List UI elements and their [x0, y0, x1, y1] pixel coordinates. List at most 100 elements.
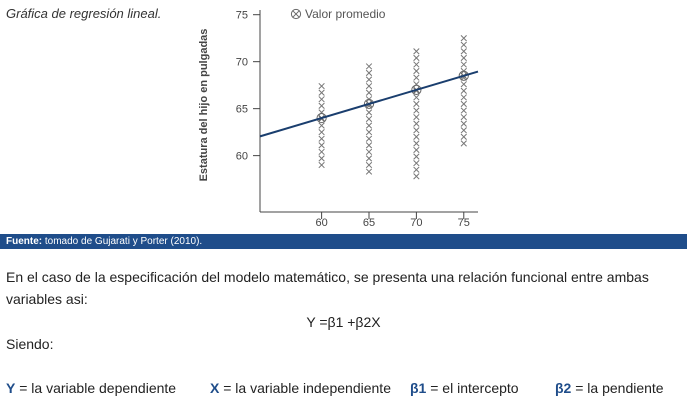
x-stroke: [292, 10, 300, 18]
data-point: [318, 96, 325, 103]
x-stroke: [460, 87, 467, 94]
data-point: [460, 54, 467, 62]
data-point: [365, 142, 373, 149]
y-tick-label: 60: [236, 151, 248, 163]
x-stroke: [318, 109, 325, 116]
x-stroke: [460, 100, 467, 108]
data-point: [413, 100, 420, 108]
data-point: [365, 161, 373, 169]
data-point: [413, 133, 420, 140]
symbol: β2: [555, 380, 572, 396]
x-tick-label: 70: [410, 217, 422, 229]
data-point: [413, 127, 420, 134]
marker-ring: [458, 70, 469, 81]
data-point: [365, 76, 373, 83]
definition-text: = la pendiente: [571, 380, 664, 396]
x-stroke: [460, 107, 467, 114]
data-point: [460, 61, 467, 68]
x-stroke: [460, 54, 467, 62]
x-stroke: [365, 168, 373, 175]
definition: β2 = la pendiente: [555, 380, 664, 396]
marker-ring: [316, 112, 327, 124]
marker-ring: [290, 8, 302, 20]
chart-title: Gráfica de regresión lineal.: [6, 6, 162, 21]
data-point: [460, 35, 467, 42]
data-point: [413, 107, 420, 114]
data-point: [460, 81, 467, 88]
paragraph: En el caso de la especificación del mode…: [6, 269, 649, 307]
x-stroke: [460, 41, 467, 48]
y-tick-label: 65: [236, 104, 248, 116]
data-point: [318, 135, 325, 142]
x-stroke: [365, 155, 373, 162]
x-stroke: [460, 140, 467, 147]
x-stroke: [365, 63, 373, 70]
definition-text: = la variable dependiente: [15, 380, 177, 396]
x-tick-label: 60: [315, 217, 327, 229]
x-stroke: [365, 122, 373, 129]
data-point: [318, 82, 325, 90]
x-stroke: [318, 122, 325, 129]
legend-marker: [290, 8, 302, 20]
data-point: [460, 87, 467, 94]
x-stroke: [318, 82, 325, 90]
data-point: [413, 54, 420, 62]
x-stroke: [413, 94, 420, 101]
x-stroke: [365, 109, 373, 116]
x-tick-label: 65: [363, 217, 375, 229]
data-point: [365, 168, 373, 175]
x-stroke: [460, 133, 467, 140]
data-point: [413, 120, 420, 127]
data-point: [318, 122, 325, 129]
x-stroke: [460, 61, 467, 68]
definition-text: = la variable independiente: [219, 380, 391, 396]
x-stroke: [365, 161, 373, 169]
x-stroke: [318, 102, 325, 109]
x-stroke: [460, 35, 467, 42]
data-point: [365, 69, 373, 77]
data-point: [413, 166, 420, 173]
data-point: [318, 161, 325, 169]
x-stroke: [413, 74, 420, 81]
x-stroke: [413, 166, 420, 173]
x-stroke: [318, 135, 325, 142]
x-stroke: [365, 135, 373, 142]
x-stroke: [413, 153, 420, 160]
source-text: tomado de Gujarati y Porter (2010).: [42, 236, 203, 247]
data-point: [318, 128, 325, 136]
x-stroke: [460, 81, 467, 88]
data-point: [365, 155, 373, 162]
data-point: [413, 113, 420, 121]
data-point: [413, 94, 420, 101]
x-stroke: [318, 128, 325, 136]
x-stroke: [413, 159, 420, 167]
x-stroke: [460, 113, 467, 121]
y-tick-label: 75: [236, 10, 248, 22]
chart: 60 65 70 75 60 65 70 75 Estatura del hijo en pul…: [198, 7, 479, 229]
x-stroke: [413, 133, 420, 140]
data-point: [413, 159, 420, 167]
data-point: [365, 128, 373, 136]
x-stroke: [365, 115, 373, 123]
data-point: [460, 41, 467, 48]
x-stroke: [413, 67, 420, 75]
data-point: [460, 120, 467, 127]
data-point: [365, 115, 373, 123]
source-label: Fuente:: [6, 236, 43, 247]
data-point: [460, 48, 467, 55]
source-bar: Fuente: tomado de Gujarati y Porter (201…: [0, 234, 687, 249]
formula: Y =β1 +β2X: [306, 314, 381, 330]
x-stroke: [365, 89, 373, 96]
x-stroke: [460, 127, 467, 134]
x-tick-label: 75: [458, 217, 470, 229]
x-stroke: [413, 100, 420, 108]
data-point: [460, 127, 467, 134]
data-point: [413, 173, 420, 180]
x-stroke: [318, 161, 325, 169]
data-point: [460, 100, 467, 108]
x-stroke: [318, 96, 325, 103]
x-stroke: [365, 142, 373, 149]
x-stroke: [365, 69, 373, 77]
data-point: [365, 148, 373, 156]
x-stroke: [318, 142, 325, 149]
